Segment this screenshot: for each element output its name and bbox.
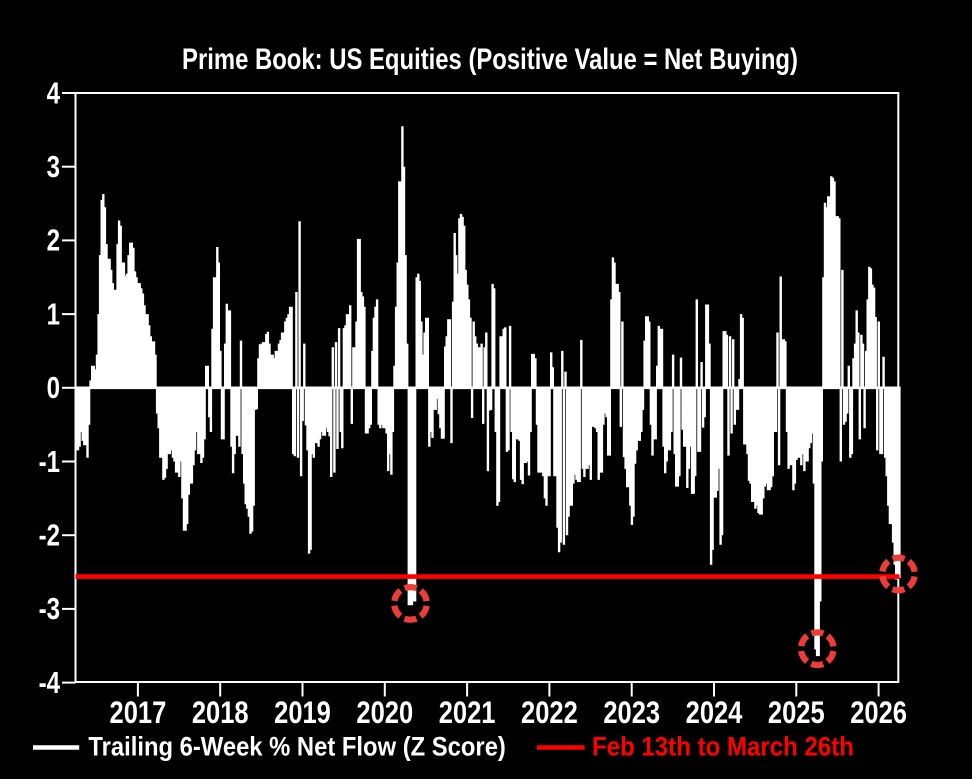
svg-text:2025: 2025 — [768, 696, 825, 731]
svg-text:-4: -4 — [39, 665, 61, 699]
svg-text:2017: 2017 — [110, 696, 167, 731]
svg-text:-2: -2 — [39, 518, 60, 552]
svg-text:2020: 2020 — [356, 696, 413, 731]
svg-text:2018: 2018 — [192, 696, 249, 731]
svg-text:-1: -1 — [39, 444, 60, 478]
svg-text:Feb 13th to March 26th: Feb 13th to March 26th — [592, 732, 854, 761]
svg-text:2022: 2022 — [521, 696, 578, 731]
svg-text:2019: 2019 — [274, 696, 331, 731]
svg-text:4: 4 — [47, 76, 61, 110]
svg-text:2: 2 — [47, 223, 60, 257]
svg-text:Trailing 6-Week % Net Flow (Z: Trailing 6-Week % Net Flow (Z Score) — [88, 732, 505, 761]
svg-text:2021: 2021 — [439, 696, 496, 731]
svg-text:3: 3 — [47, 149, 60, 183]
svg-text:-3: -3 — [39, 591, 60, 625]
svg-text:2026: 2026 — [850, 696, 907, 731]
svg-text:1: 1 — [47, 297, 60, 331]
svg-text:2024: 2024 — [686, 696, 743, 731]
svg-text:0: 0 — [47, 370, 60, 404]
svg-text:2023: 2023 — [603, 696, 660, 731]
svg-text:Prime Book: US Equities (Posit: Prime Book: US Equities (Positive Value … — [182, 43, 798, 76]
